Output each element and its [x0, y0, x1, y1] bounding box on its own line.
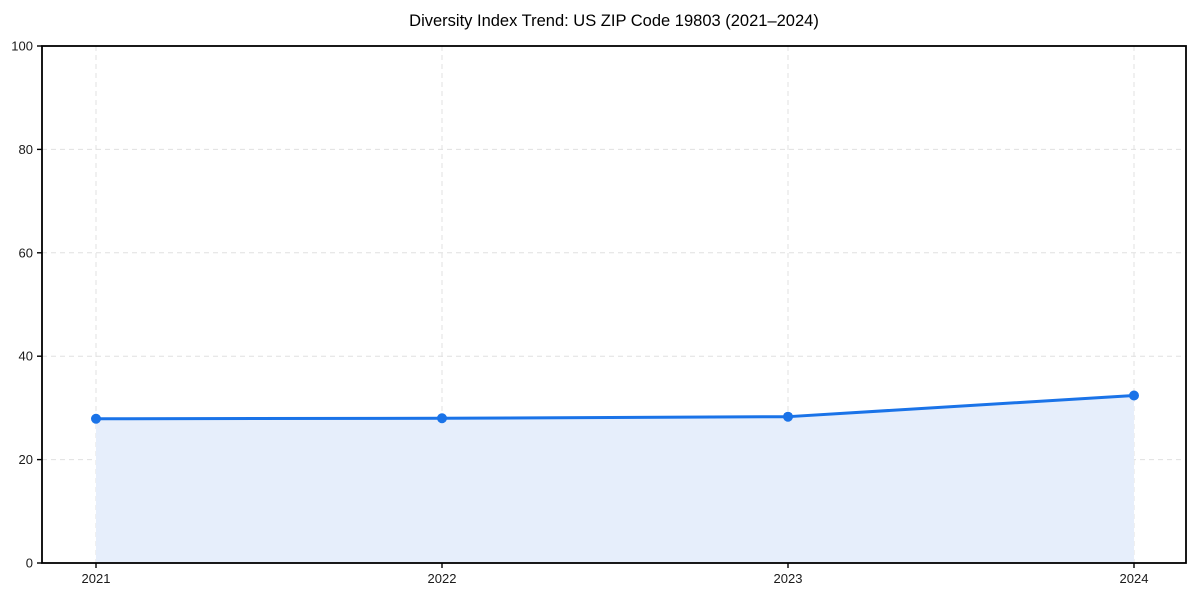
area-fill — [96, 395, 1134, 563]
y-tick-label: 0 — [26, 556, 33, 571]
x-tick-label: 2021 — [82, 571, 111, 586]
trend-line — [94, 393, 1136, 421]
data-point — [91, 413, 101, 424]
data-point — [783, 411, 793, 422]
x-tick-label: 2022 — [428, 571, 457, 586]
y-tick-label: 20 — [19, 452, 33, 467]
y-tick-label: 100 — [11, 39, 33, 54]
data-point — [1129, 390, 1139, 401]
plot-border — [41, 45, 1187, 564]
chart-title: Diversity Index Trend: US ZIP Code 19803… — [409, 12, 819, 30]
y-tick-label: 40 — [19, 349, 33, 364]
data-point — [437, 413, 447, 424]
x-tick-label: 2023 — [774, 571, 803, 586]
x-tick-label: 2024 — [1120, 571, 1149, 586]
y-tick-label: 60 — [19, 245, 33, 260]
y-tick-label: 80 — [19, 142, 33, 157]
